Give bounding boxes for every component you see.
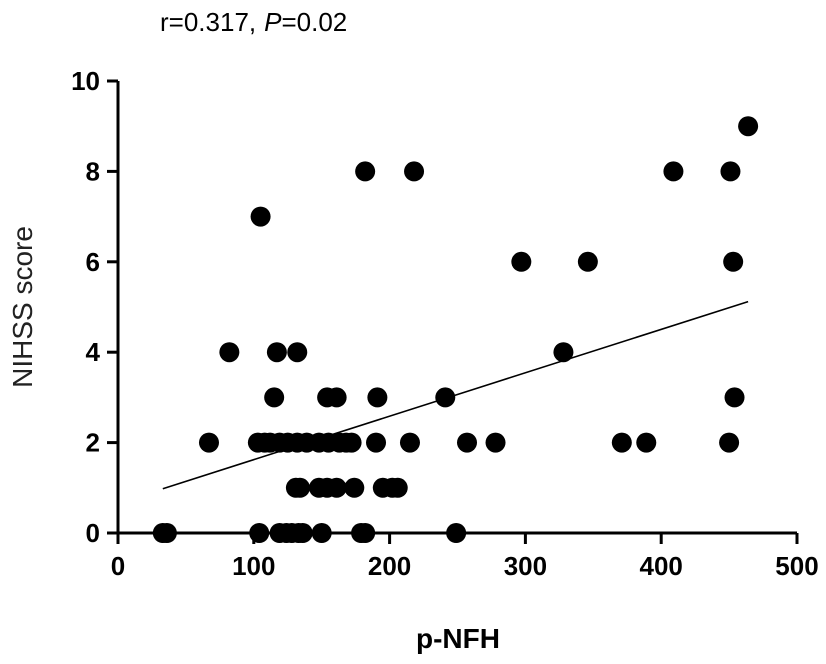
data-point	[738, 116, 759, 137]
data-point	[446, 523, 467, 543]
y-tick-label: 4	[86, 337, 101, 367]
x-tick-label: 200	[368, 551, 411, 581]
r-text: r=0.317,	[160, 7, 256, 37]
data-point	[404, 161, 425, 182]
data-point	[344, 477, 365, 498]
data-point	[250, 206, 271, 227]
data-point	[720, 161, 741, 182]
data-point	[266, 342, 287, 363]
regression-line	[162, 300, 749, 490]
x-tick-label: 100	[232, 551, 275, 581]
data-point	[511, 251, 532, 272]
data-point	[387, 477, 408, 498]
data-point	[156, 523, 177, 543]
p-value: =0.02	[281, 7, 347, 37]
data-point	[366, 432, 387, 453]
p-symbol: P	[264, 7, 282, 37]
data-point	[435, 387, 456, 408]
data-point	[287, 342, 308, 363]
data-point	[326, 477, 347, 498]
data-point	[292, 523, 313, 543]
data-point	[723, 251, 744, 272]
data-point	[577, 251, 598, 272]
data-point	[485, 432, 506, 453]
y-tick-label: 8	[86, 156, 100, 186]
plot-area: 0 100 200 300 400 500 0 2 4 6 8 10	[71, 66, 819, 581]
data-point	[289, 477, 310, 498]
x-tick-label: 400	[640, 551, 683, 581]
data-point	[326, 387, 347, 408]
data-point	[198, 432, 219, 453]
data-point	[249, 523, 270, 543]
data-point	[264, 387, 285, 408]
data-point	[399, 432, 420, 453]
data-point	[355, 161, 376, 182]
data-point	[719, 432, 740, 453]
data-point	[724, 387, 745, 408]
data-point	[219, 342, 240, 363]
data-point	[611, 432, 632, 453]
x-tick-label: 500	[775, 551, 818, 581]
data-point	[457, 432, 478, 453]
data-point	[663, 161, 684, 182]
y-tick-label: 6	[86, 247, 100, 277]
data-point	[553, 342, 574, 363]
x-tick-label: 0	[111, 551, 125, 581]
data-point	[311, 523, 332, 543]
x-axis-title: p-NFH	[416, 623, 500, 654]
y-tick-label: 10	[71, 66, 100, 96]
data-point	[355, 523, 376, 543]
y-tick-label: 2	[86, 428, 100, 458]
y-tick-label: 0	[86, 518, 100, 548]
data-point	[341, 432, 362, 453]
data-point	[636, 432, 657, 453]
y-axis-title: NIHSS score	[7, 226, 38, 388]
correlation-annotation: r=0.317, P=0.02	[160, 7, 347, 37]
data-point	[367, 387, 388, 408]
x-tick-label: 300	[504, 551, 547, 581]
